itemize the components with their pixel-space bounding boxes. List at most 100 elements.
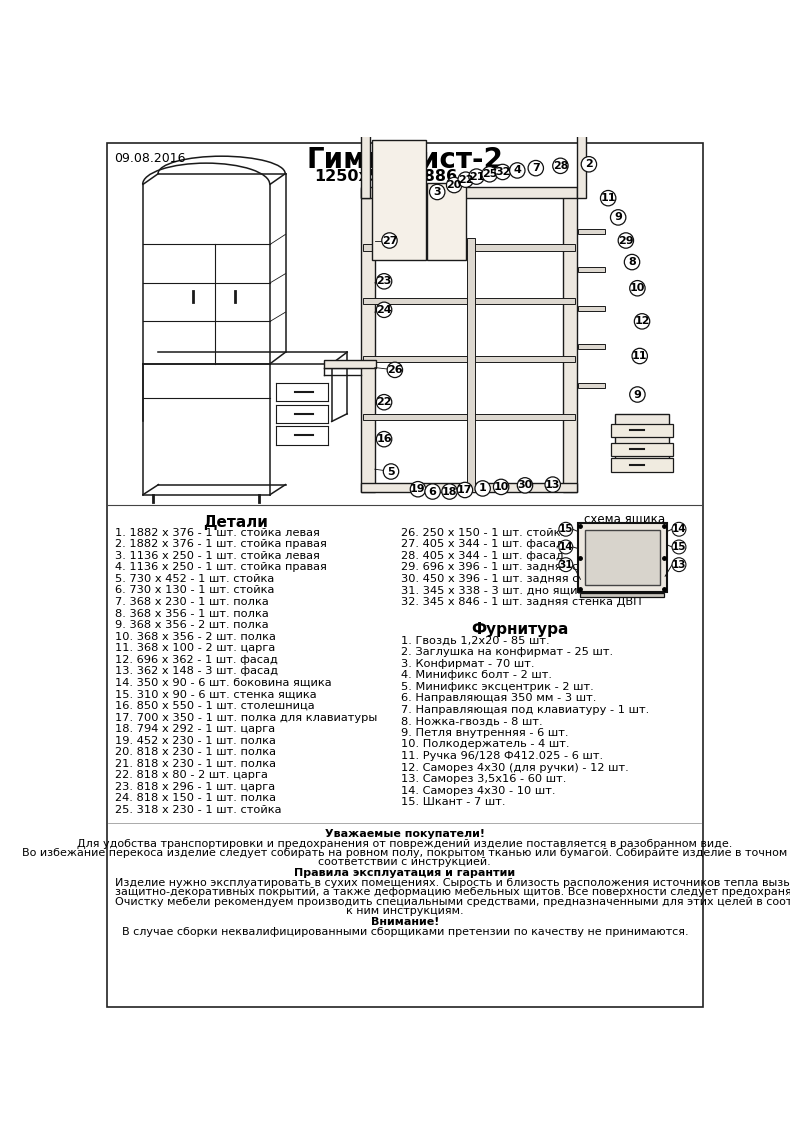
Circle shape bbox=[624, 255, 640, 270]
Text: 26: 26 bbox=[387, 365, 403, 374]
Circle shape bbox=[559, 558, 573, 571]
Circle shape bbox=[495, 164, 510, 180]
Text: 3: 3 bbox=[434, 187, 441, 197]
Circle shape bbox=[559, 541, 573, 554]
Bar bbox=[578, 306, 605, 311]
Text: 14. 350 х 90 - 6 шт. боковина ящика: 14. 350 х 90 - 6 шт. боковина ящика bbox=[115, 678, 331, 687]
Circle shape bbox=[517, 478, 532, 493]
Text: Внимание!: Внимание! bbox=[371, 916, 439, 926]
Text: 6: 6 bbox=[429, 487, 437, 496]
Circle shape bbox=[475, 480, 491, 496]
Text: 10: 10 bbox=[630, 283, 645, 294]
Text: 24: 24 bbox=[376, 305, 392, 315]
Text: 6. 730 х 130 - 1 шт. стойка: 6. 730 х 130 - 1 шт. стойка bbox=[115, 585, 274, 595]
Bar bbox=[578, 229, 605, 233]
Text: 19. 452 х 230 - 1 шт. полка: 19. 452 х 230 - 1 шт. полка bbox=[115, 735, 276, 745]
Text: 8. Ножка-гвоздь - 8 шт.: 8. Ножка-гвоздь - 8 шт. bbox=[401, 716, 543, 726]
Bar bbox=[363, 414, 575, 420]
Text: 8: 8 bbox=[628, 257, 636, 267]
Text: 18: 18 bbox=[442, 487, 457, 496]
Bar bbox=[611, 423, 673, 437]
Bar bbox=[372, 140, 426, 259]
Bar bbox=[361, 483, 577, 493]
Text: 14: 14 bbox=[672, 525, 687, 534]
Text: 18. 794 х 292 - 1 шт. царга: 18. 794 х 292 - 1 шт. царга bbox=[115, 724, 275, 734]
Text: 14: 14 bbox=[559, 542, 573, 552]
Circle shape bbox=[545, 477, 560, 493]
Text: 1. 1882 х 376 - 1 шт. стойка левая: 1. 1882 х 376 - 1 шт. стойка левая bbox=[115, 528, 319, 538]
Text: 28: 28 bbox=[553, 160, 568, 171]
Text: 31. 345 х 338 - 3 шт. дно ящика: 31. 345 х 338 - 3 шт. дно ящика bbox=[401, 585, 591, 595]
Text: 13: 13 bbox=[545, 479, 560, 489]
Text: Для удобства транспортировки и предохранения от повреждений изделие поставляется: Для удобства транспортировки и предохран… bbox=[77, 839, 732, 849]
Circle shape bbox=[630, 281, 645, 296]
Text: 10. Полкодержатель - 4 шт.: 10. Полкодержатель - 4 шт. bbox=[401, 740, 570, 750]
Text: Уважаемые покупатели!: Уважаемые покупатели! bbox=[325, 828, 485, 839]
Text: 16. 850 х 550 - 1 шт. столешница: 16. 850 х 550 - 1 шт. столешница bbox=[115, 701, 314, 711]
Circle shape bbox=[425, 484, 440, 500]
Text: 11. Ручка 96/128 Ф412.025 - 6 шт.: 11. Ручка 96/128 Ф412.025 - 6 шт. bbox=[401, 751, 603, 761]
Circle shape bbox=[376, 302, 392, 318]
Text: Фурнитура: Фурнитура bbox=[472, 622, 569, 637]
Text: Гимназист-2: Гимназист-2 bbox=[307, 146, 503, 174]
Circle shape bbox=[376, 395, 392, 410]
Bar bbox=[324, 360, 376, 368]
Circle shape bbox=[559, 522, 573, 536]
Text: Правила эксплуатация и гарантии: Правила эксплуатация и гарантии bbox=[295, 868, 515, 879]
Circle shape bbox=[458, 172, 473, 188]
Circle shape bbox=[618, 233, 634, 248]
Text: 29: 29 bbox=[618, 236, 634, 246]
Text: 14. Саморез 4х30 - 10 шт.: 14. Саморез 4х30 - 10 шт. bbox=[401, 785, 555, 795]
Circle shape bbox=[494, 479, 509, 495]
Text: 11: 11 bbox=[632, 351, 648, 361]
Text: 5. 730 х 452 - 1 шт. стойка: 5. 730 х 452 - 1 шт. стойка bbox=[115, 574, 274, 584]
Text: 30. 450 х 396 - 1 шт. задняя стенка ДВП: 30. 450 х 396 - 1 шт. задняя стенка ДВП bbox=[401, 574, 642, 584]
Text: 2. Заглушка на конфирмат - 25 шт.: 2. Заглушка на конфирмат - 25 шт. bbox=[401, 648, 613, 657]
Text: 5. Минификс эксцентрик - 2 шт.: 5. Минификс эксцентрик - 2 шт. bbox=[401, 682, 594, 692]
Text: 24. 818 х 150 - 1 шт. полка: 24. 818 х 150 - 1 шт. полка bbox=[115, 793, 276, 803]
Bar bbox=[578, 523, 667, 593]
Circle shape bbox=[510, 163, 525, 179]
Text: защитно-декоративных покрытий, а также деформацию мебельных щитов. Все поверхнос: защитно-декоративных покрытий, а также д… bbox=[115, 888, 790, 897]
Text: 32. 345 х 846 - 1 шт. задняя стенка ДВП: 32. 345 х 846 - 1 шт. задняя стенка ДВП bbox=[401, 597, 641, 607]
Text: 6. Направляющая 350 мм - 3 шт.: 6. Направляющая 350 мм - 3 шт. bbox=[401, 693, 596, 703]
Circle shape bbox=[457, 483, 472, 497]
Bar bbox=[611, 443, 673, 456]
Text: 22. 818 х 80 - 2 шт. царга: 22. 818 х 80 - 2 шт. царга bbox=[115, 770, 268, 781]
Text: 8. 368 х 356 - 1 шт. полка: 8. 368 х 356 - 1 шт. полка bbox=[115, 609, 269, 619]
Text: 26. 250 х 150 - 1 шт. стойка: 26. 250 х 150 - 1 шт. стойка bbox=[401, 528, 567, 538]
Text: 2. 1882 х 376 - 1 шт. стойка правая: 2. 1882 х 376 - 1 шт. стойка правая bbox=[115, 539, 326, 550]
Bar bbox=[577, 6, 586, 198]
Text: Очистку мебели рекомендуем производить специальными средствами, предназначенными: Очистку мебели рекомендуем производить с… bbox=[115, 897, 790, 907]
Text: 23: 23 bbox=[376, 277, 392, 287]
Circle shape bbox=[383, 464, 399, 479]
Circle shape bbox=[672, 541, 686, 554]
Circle shape bbox=[376, 431, 392, 447]
Circle shape bbox=[632, 348, 648, 364]
Text: 7. Направляющая под клавиатуру - 1 шт.: 7. Направляющая под клавиатуру - 1 шт. bbox=[401, 704, 649, 715]
Bar bbox=[361, 188, 577, 198]
Bar bbox=[361, 188, 374, 493]
Text: 09.08.2016: 09.08.2016 bbox=[115, 152, 186, 165]
Text: 25: 25 bbox=[482, 170, 497, 180]
Bar bbox=[361, 6, 371, 198]
Bar bbox=[467, 238, 475, 493]
Text: 7: 7 bbox=[532, 163, 540, 173]
Circle shape bbox=[482, 166, 497, 182]
Circle shape bbox=[382, 233, 397, 248]
Circle shape bbox=[430, 184, 445, 199]
Text: 11. 368 х 100 - 2 шт. царга: 11. 368 х 100 - 2 шт. царга bbox=[115, 643, 275, 653]
Text: 15: 15 bbox=[559, 525, 573, 534]
Text: 27. 405 х 344 - 1 шт. фасад: 27. 405 х 344 - 1 шт. фасад bbox=[401, 539, 564, 550]
Text: 21. 818 х 230 - 1 шт. полка: 21. 818 х 230 - 1 шт. полка bbox=[115, 759, 276, 769]
Text: 12: 12 bbox=[634, 316, 650, 327]
Text: 10: 10 bbox=[494, 481, 509, 492]
Text: 30: 30 bbox=[517, 480, 532, 490]
Text: 23. 818 х 296 - 1 шт. царга: 23. 818 х 296 - 1 шт. царга bbox=[115, 782, 275, 792]
Text: 15: 15 bbox=[672, 542, 687, 552]
Text: 4. Минификс болт - 2 шт.: 4. Минификс болт - 2 шт. bbox=[401, 670, 552, 681]
Bar bbox=[578, 345, 605, 349]
Text: 1: 1 bbox=[479, 484, 487, 494]
Text: 17: 17 bbox=[457, 485, 472, 495]
Text: 12. 696 х 362 - 1 шт. фасад: 12. 696 х 362 - 1 шт. фасад bbox=[115, 654, 277, 665]
